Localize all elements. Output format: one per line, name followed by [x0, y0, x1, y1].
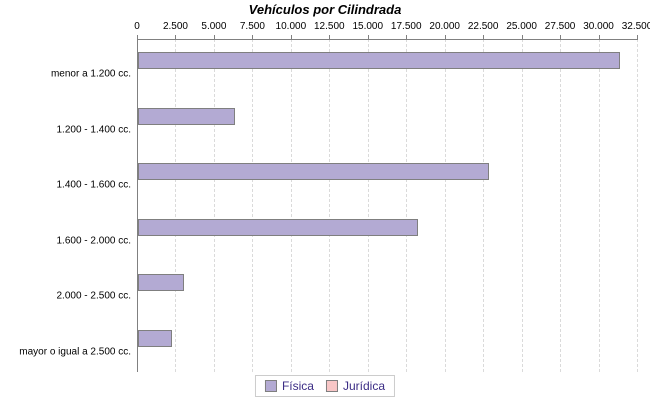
x-axis-tick	[521, 35, 523, 40]
gridline	[483, 39, 485, 372]
category-label: 1.600 - 2.000 cc.	[56, 235, 132, 247]
x-axis-tick	[137, 35, 138, 40]
x-axis-tick-label: 17.500	[390, 21, 422, 32]
x-axis-tick-label: 27.500	[544, 21, 576, 32]
gridline	[637, 39, 638, 372]
y-axis-line	[137, 39, 138, 372]
gridline	[329, 39, 331, 372]
x-axis-tick	[175, 35, 177, 40]
x-axis-tick	[252, 35, 254, 40]
x-axis-line	[137, 39, 638, 40]
legend-item: Jurídica	[325, 379, 386, 393]
category-label: 1.200 - 1.400 cc.	[56, 124, 132, 136]
gridline	[521, 39, 523, 372]
x-axis-tick	[290, 35, 292, 40]
legend-label: Física	[281, 379, 314, 393]
x-axis-tick	[598, 35, 600, 40]
x-axis-tick	[560, 35, 562, 40]
x-axis-tick-label: 30.000	[583, 21, 614, 32]
bar-fisica	[138, 108, 235, 125]
x-axis-tick-label: 25.000	[506, 21, 537, 32]
x-axis-tick-label: 32.500	[621, 21, 650, 32]
x-axis-tick-label: 0	[134, 21, 140, 32]
x-axis-tick	[367, 35, 369, 40]
gridline	[252, 39, 254, 372]
gridline	[367, 39, 369, 372]
bar-fisica	[138, 330, 172, 347]
chart-title: Vehículos por Cilindrada	[248, 2, 402, 17]
bar-fisica	[138, 52, 620, 69]
x-axis-tick	[483, 35, 485, 40]
legend-item: Física	[264, 379, 314, 393]
x-axis-tick	[637, 35, 638, 40]
bar-fisica	[138, 163, 489, 180]
gridline	[175, 39, 177, 372]
x-axis-tick-label: 20.000	[429, 21, 460, 32]
x-axis-tick	[329, 35, 331, 40]
legend-label: Jurídica	[342, 379, 386, 393]
category-label: menor a 1.200 cc.	[50, 68, 131, 80]
gridline	[213, 39, 215, 372]
legend-swatch-icon	[325, 380, 338, 392]
gridline	[560, 39, 562, 372]
x-axis-tick-label: 7.500	[239, 21, 265, 32]
gridline	[598, 39, 600, 372]
gridline	[290, 39, 292, 372]
gridline	[406, 39, 408, 372]
x-axis-tick-label: 12.500	[314, 21, 345, 32]
x-axis-tick-label: 2.500	[162, 21, 188, 32]
x-axis-tick-label: 15.000	[352, 21, 384, 32]
legend-swatch-icon	[264, 380, 277, 392]
x-axis-tick	[406, 35, 408, 40]
category-label: 2.000 - 2.500 cc.	[56, 290, 132, 302]
category-label: mayor o igual a 2.500 cc.	[19, 346, 131, 358]
x-axis-tick	[444, 35, 446, 40]
x-axis-tick-label: 5.000	[201, 21, 227, 32]
x-axis-tick	[213, 35, 215, 40]
category-label: 1.400 - 1.600 cc.	[56, 179, 132, 191]
bar-fisica	[138, 274, 184, 291]
legend: Física Jurídica	[254, 375, 396, 397]
x-axis-tick-label: 22.500	[467, 21, 499, 32]
x-axis-tick-label: 10.000	[275, 21, 307, 32]
bar-fisica	[138, 219, 418, 236]
gridline	[444, 39, 446, 372]
